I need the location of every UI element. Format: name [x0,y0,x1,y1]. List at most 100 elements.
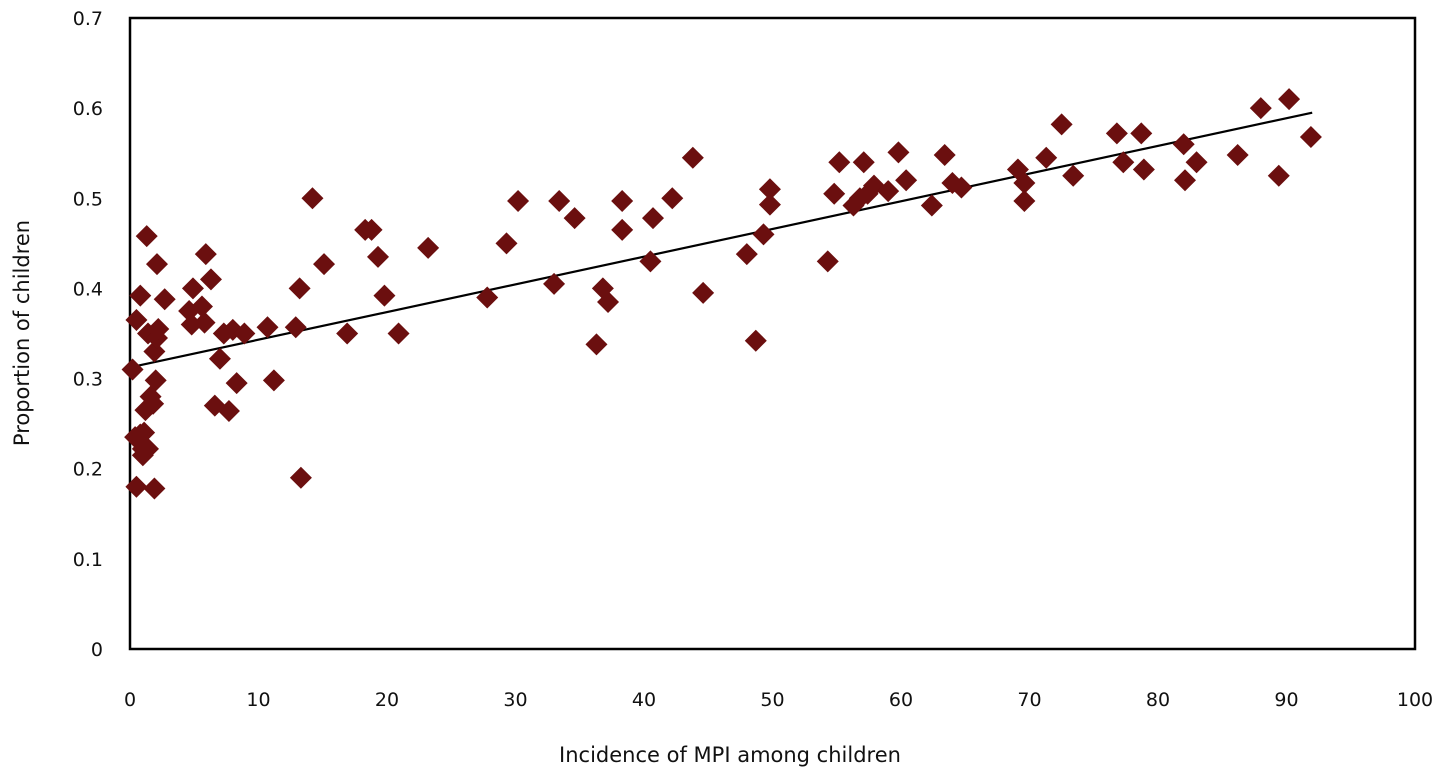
data-point [144,369,167,392]
data-point [950,176,973,199]
data-point [1226,144,1249,167]
data-point [1050,113,1073,136]
data-point [692,281,715,304]
data-point [548,189,571,212]
data-point [563,207,586,230]
data-point [816,250,839,273]
data-point [597,290,620,313]
data-point [125,308,148,331]
data-point [661,187,684,210]
data-point [476,286,499,309]
y-tick-labels: 0 0.1 0.2 0.3 0.4 0.5 0.6 0.7 [73,8,103,661]
y-tick-label: 0.5 [73,188,103,210]
x-tick-label: 80 [1146,689,1170,711]
y-tick-label: 0.3 [73,369,103,391]
data-point [1035,146,1058,169]
x-tick-label: 30 [503,689,527,711]
data-point [681,146,704,169]
data-point [639,250,662,273]
y-tick-label: 0.7 [73,8,103,30]
data-point [181,277,204,300]
data-point [129,284,152,307]
data-point [262,369,285,392]
x-tick-label: 10 [246,689,270,711]
y-tick-label: 0.4 [73,278,103,300]
data-point [758,193,781,216]
data-point [301,187,324,210]
data-point [1105,122,1128,145]
x-tick-label: 60 [889,689,913,711]
data-point [611,218,634,241]
data-point [125,475,148,498]
data-point [1267,164,1290,187]
data-point [1249,97,1272,120]
data-point [136,437,159,460]
data-point [852,151,875,174]
data-point [289,466,312,489]
data-point [585,333,608,356]
data-point [1132,158,1155,181]
data-point [1299,125,1322,148]
data-point [933,144,956,167]
data-point [1173,169,1196,192]
data-point [194,243,217,266]
data-point [417,236,440,259]
data-point [1112,151,1135,174]
data-point [1130,122,1153,145]
data-point [208,347,231,370]
data-point [147,317,170,340]
trendline-layer [132,111,1313,368]
x-tick-label: 70 [1017,689,1041,711]
data-point [190,295,213,318]
x-tick-label: 50 [760,689,784,711]
data-point [758,178,781,201]
data-point [735,243,758,266]
y-axis-title: Proportion of children [10,220,34,446]
data-point [1013,189,1036,212]
data-point [1013,171,1036,194]
data-point [225,372,248,395]
y-tick-label: 0.1 [73,549,103,571]
y-tick-label: 0 [91,639,103,661]
data-point [877,180,900,203]
data-point [828,151,851,174]
data-point [611,189,634,212]
data-point [641,207,664,230]
y-tick-label: 0.6 [73,98,103,120]
data-point [121,358,144,381]
data-point [895,169,918,192]
data-point [1172,133,1195,156]
plot-area-frame [128,16,1417,651]
data-point [367,245,390,268]
x-tick-label: 100 [1397,689,1433,711]
data-point [288,277,311,300]
x-tick-label: 20 [375,689,399,711]
data-point [387,322,410,345]
data-point [1185,151,1208,174]
data-point [233,322,256,345]
data-point [284,316,307,339]
data-point [823,182,846,205]
data-point [313,253,336,276]
data-points-layer [121,88,1322,500]
data-point [143,477,166,500]
data-point [217,400,240,423]
trendline [132,111,1313,368]
x-axis-title: Incidence of MPI among children [559,743,901,767]
x-tick-label: 0 [124,689,136,711]
data-point [142,392,165,415]
data-point [135,225,158,248]
data-point [373,284,396,307]
data-point [199,268,222,291]
data-point [1062,164,1085,187]
data-point [495,232,518,255]
data-point [752,223,775,246]
data-point [193,311,216,334]
data-point [744,329,767,352]
x-tick-label: 90 [1274,689,1298,711]
data-point [153,288,176,311]
data-point [543,272,566,295]
data-point [256,316,279,339]
data-point [887,141,910,164]
